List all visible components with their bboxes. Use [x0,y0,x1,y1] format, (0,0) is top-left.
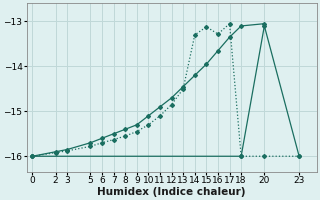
X-axis label: Humidex (Indice chaleur): Humidex (Indice chaleur) [97,187,246,197]
